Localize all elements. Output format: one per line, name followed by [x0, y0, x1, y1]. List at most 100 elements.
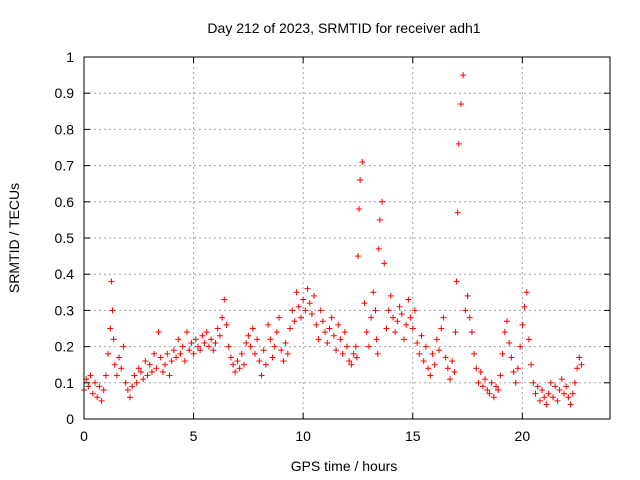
data-point: [159, 368, 166, 375]
data-point: [352, 343, 359, 350]
data-point: [508, 354, 515, 361]
x-axis-label: GPS time / hours: [291, 458, 398, 474]
data-point: [188, 339, 195, 346]
data-point: [385, 307, 392, 314]
data-point: [468, 329, 475, 336]
data-point: [324, 339, 331, 346]
data-point: [442, 354, 449, 361]
data-point: [346, 358, 353, 365]
data-point: [247, 343, 254, 350]
data-point: [453, 278, 460, 285]
data-point: [357, 177, 364, 184]
data-point: [354, 253, 361, 260]
data-point: [560, 390, 567, 397]
data-point: [372, 307, 379, 314]
data-point: [503, 318, 510, 325]
data-point: [319, 318, 326, 325]
data-point: [390, 314, 397, 321]
data-point: [85, 383, 92, 390]
data-point: [578, 361, 585, 368]
data-point: [567, 401, 574, 408]
data-point: [337, 336, 344, 343]
data-point: [135, 365, 142, 372]
data-point: [164, 350, 171, 357]
data-point: [344, 343, 350, 350]
data-point: [133, 379, 140, 386]
data-point: [431, 361, 438, 368]
data-point: [293, 289, 300, 296]
data-point: [269, 354, 276, 361]
y-tick-label: 0.1: [55, 375, 75, 391]
data-point: [534, 383, 541, 390]
data-point: [460, 72, 467, 79]
data-point: [179, 343, 186, 350]
data-point: [436, 347, 443, 354]
data-point: [140, 376, 147, 383]
data-point: [280, 358, 287, 365]
data-point: [256, 358, 263, 365]
data-point: [414, 339, 421, 346]
data-point: [232, 368, 239, 375]
data-point: [328, 314, 335, 321]
data-point: [574, 365, 581, 372]
data-point: [297, 314, 304, 321]
data-point: [278, 347, 285, 354]
data-point: [373, 336, 380, 343]
data-point: [353, 354, 360, 361]
data-point: [267, 336, 274, 343]
data-point: [110, 336, 117, 343]
data-point: [495, 387, 502, 394]
data-point: [311, 292, 318, 299]
data-point: [486, 390, 493, 397]
data-point: [100, 387, 107, 394]
data-point: [569, 390, 576, 397]
data-point: [315, 336, 322, 343]
data-point: [405, 296, 412, 303]
data-point: [240, 361, 247, 368]
chart-title: Day 212 of 2023, SRMTID for receiver adh…: [207, 20, 480, 36]
data-point: [429, 350, 436, 357]
data-point: [238, 350, 245, 357]
data-point: [547, 379, 554, 386]
data-point: [383, 325, 390, 332]
data-point: [543, 401, 550, 408]
data-point: [234, 358, 241, 365]
data-point: [545, 390, 552, 397]
data-point: [418, 332, 425, 339]
y-tick-label: 0.6: [55, 194, 75, 210]
data-point: [455, 140, 462, 147]
data-point: [245, 332, 252, 339]
data-point: [300, 296, 307, 303]
data-point: [223, 321, 230, 328]
data-point: [186, 347, 193, 354]
data-point: [387, 292, 394, 299]
data-point: [162, 361, 169, 368]
data-point: [120, 343, 127, 350]
data-point: [124, 387, 131, 394]
data-point: [262, 361, 269, 368]
data-point: [466, 314, 473, 321]
data-point: [528, 361, 535, 368]
axis-ticks: 00.10.20.30.40.50.60.70.80.910 5 10 15 20: [55, 49, 610, 444]
data-point: [576, 354, 583, 361]
data-point: [341, 329, 348, 336]
data-point: [359, 158, 366, 165]
data-point: [392, 329, 399, 336]
data-point: [471, 350, 478, 357]
data-point: [111, 361, 118, 368]
data-point: [151, 350, 158, 357]
data-point: [422, 343, 429, 350]
data-point: [376, 216, 383, 223]
data-point: [308, 311, 315, 318]
data-point: [249, 325, 256, 332]
data-point: [304, 285, 311, 292]
data-point: [265, 321, 272, 328]
data-point: [184, 329, 191, 336]
data-point: [190, 350, 197, 357]
data-point: [433, 336, 440, 343]
y-tick-label: 0.8: [55, 121, 75, 137]
data-point: [517, 343, 524, 350]
y-tick-label: 0.7: [55, 158, 75, 174]
data-point: [276, 314, 283, 321]
data-point: [510, 368, 517, 375]
